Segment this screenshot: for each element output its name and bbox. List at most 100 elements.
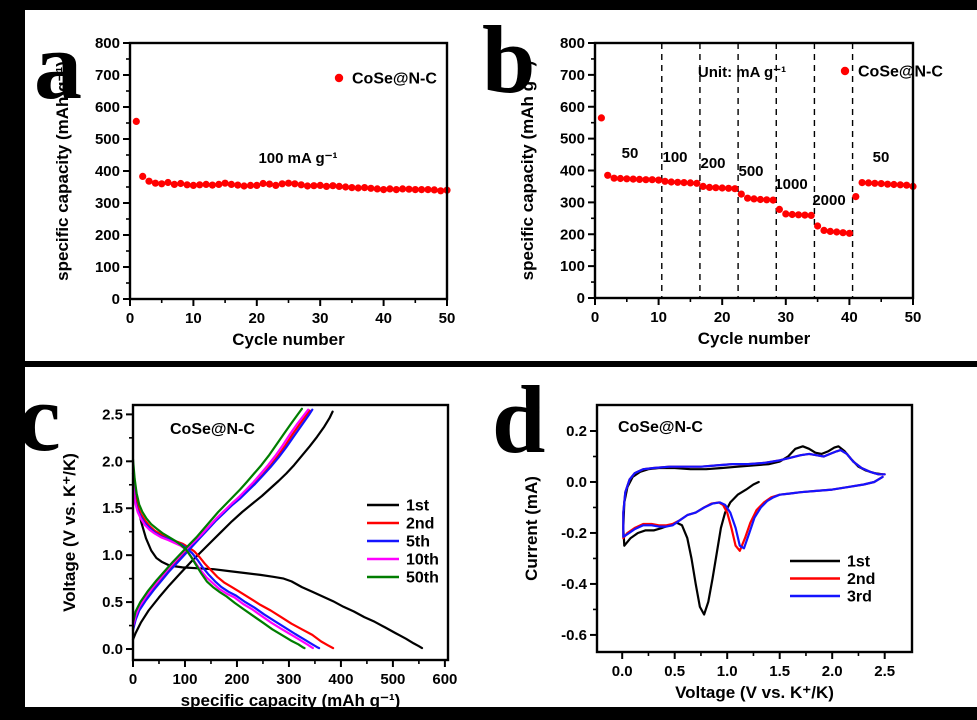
x-tick-label: 0 [126, 310, 134, 327]
legend-label: 5th [406, 534, 430, 551]
data-point [642, 176, 650, 184]
chart-cv-curves: 0.0 0.5 1.0 1.5 2.0 2.5 0.2 0.0 -0.2 -0.4 -0.6 Volt… [522, 403, 914, 702]
data-point [769, 196, 777, 204]
data-point [437, 187, 445, 195]
x-tick-label: 50 [439, 310, 456, 327]
y-tick-label: 1.5 [102, 500, 123, 517]
y-tick-label: 2.0 [102, 453, 123, 470]
y-tick-label: 500 [95, 131, 120, 148]
x-tick-label: 600 [432, 671, 457, 688]
data-point [725, 184, 733, 192]
y-tick-label: 300 [560, 194, 585, 211]
annotation: 500 [738, 163, 763, 180]
data-point [234, 181, 242, 189]
legend-label: CoSe@N-C [858, 64, 943, 81]
x-tick-label: 0.0 [612, 663, 633, 680]
data-point [329, 182, 337, 190]
x-tick-label: 30 [777, 309, 794, 326]
x-tick-label: 30 [312, 310, 329, 327]
data-point [616, 174, 624, 183]
y-tick-label: 600 [95, 99, 120, 116]
y-tick-label: 0.5 [102, 594, 123, 611]
data-point [265, 180, 274, 188]
data-point [712, 184, 720, 192]
y-tick-label: 100 [560, 258, 585, 275]
legend-label: 1st [847, 554, 871, 571]
y-axis-title: specific capacity (mAh g⁻¹) [53, 61, 72, 281]
series-line [131, 472, 424, 650]
data-point [145, 177, 153, 185]
data-point [858, 179, 866, 187]
data-point [744, 194, 752, 202]
data-point [373, 185, 381, 193]
legend-label: 10th [406, 552, 439, 569]
x-tick-label: 10 [185, 310, 202, 327]
x-tick-label: 400 [328, 671, 353, 688]
data-point [139, 172, 147, 180]
data-point [623, 175, 631, 183]
data-point [610, 174, 618, 182]
data-point [629, 175, 637, 183]
data-point [246, 181, 255, 189]
y-tick-label: 1.0 [102, 547, 123, 564]
data-point [240, 182, 248, 190]
data-point [801, 211, 809, 219]
x-tick-label: 2.5 [874, 663, 895, 680]
data-point [750, 195, 758, 203]
plot-frame [131, 403, 450, 662]
top-border-bar [0, 0, 977, 10]
data-point [158, 180, 166, 188]
x-tick-label: 2.0 [822, 663, 843, 680]
data-point [215, 180, 223, 188]
y-tick-label: -0.4 [561, 576, 588, 593]
data-point [354, 184, 362, 192]
data-point [896, 181, 904, 189]
chart-cycling-stability: 0 10 20 30 40 500100200300400500600700800Cycl… [53, 35, 456, 349]
data-point [852, 193, 860, 201]
y-tick-label: 0.0 [102, 641, 123, 658]
x-axis-title: specific capacity (mAh g⁻¹) [181, 691, 401, 710]
data-point [151, 179, 159, 187]
x-tick-label: 0 [129, 671, 137, 688]
y-tick-label: 800 [95, 35, 120, 52]
data-point [424, 186, 432, 194]
legend-label: 2nd [406, 516, 434, 533]
x-tick-label: 20 [714, 309, 731, 326]
data-point [737, 190, 745, 198]
data-point [839, 229, 847, 237]
data-point [648, 176, 656, 184]
x-axis-title: Cycle number [698, 329, 811, 348]
x-tick-label: 500 [380, 671, 405, 688]
data-point [284, 179, 293, 187]
x-tick-label: 10 [650, 309, 667, 326]
data-point [202, 180, 210, 188]
panel-label-d: d [492, 366, 546, 473]
y-tick-label: 200 [95, 227, 120, 244]
series-line [131, 407, 303, 624]
data-point [291, 180, 299, 188]
data-point [693, 179, 701, 187]
data-point [380, 186, 388, 194]
data-point [661, 177, 669, 185]
data-point [680, 179, 688, 187]
data-point [655, 176, 663, 184]
annotation: 2000 [812, 192, 845, 209]
data-point [367, 184, 375, 192]
data-point [392, 186, 400, 194]
data-point [183, 181, 191, 189]
data-point [877, 180, 885, 188]
data-point [807, 211, 815, 219]
legend-marker-dot [840, 66, 850, 76]
x-tick-label: 40 [841, 309, 858, 326]
data-point [597, 114, 605, 122]
data-point [775, 205, 783, 213]
y-tick-label: 100 [95, 259, 120, 276]
y-axis-title: Voltage (V vs. K⁺/K) [60, 453, 79, 612]
series-line [131, 482, 314, 650]
plot-frame [595, 403, 914, 654]
annotation: CoSe@N-C [170, 421, 255, 438]
x-tick-label: 300 [276, 671, 301, 688]
annotation: CoSe@N-C [618, 419, 703, 436]
bottom-border-bar [0, 707, 977, 720]
data-point [686, 179, 694, 187]
